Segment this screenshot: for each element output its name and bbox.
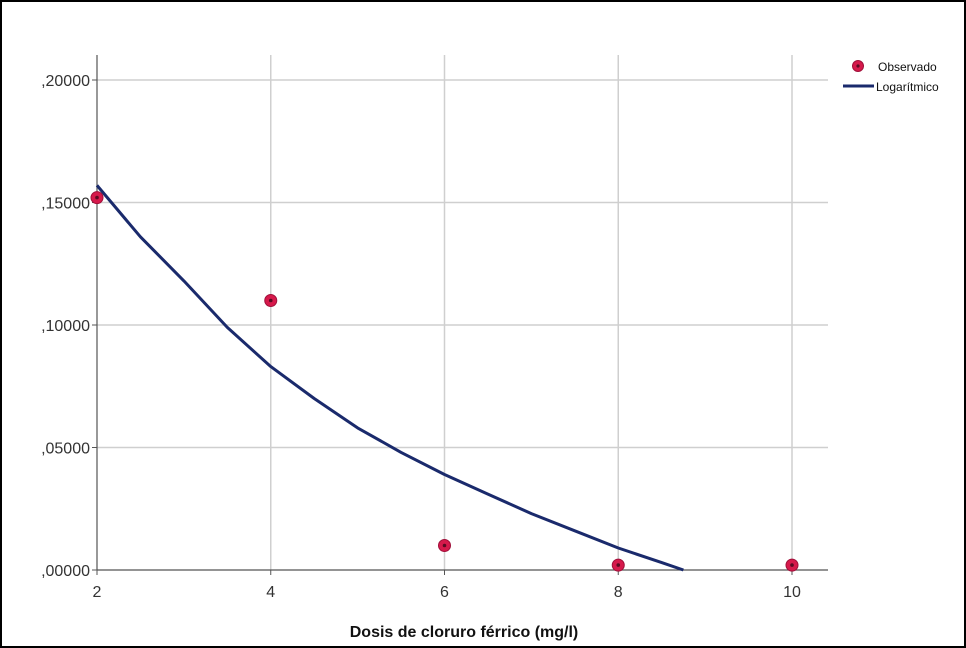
x-tick-label: 4 — [266, 584, 275, 601]
x-tick-label: 6 — [440, 584, 449, 601]
y-tick-label: ,05000 — [41, 441, 90, 458]
x-tick-label: 10 — [783, 584, 801, 601]
y-tick-label: ,10000 — [41, 318, 90, 335]
legend: Observado Logarítmico — [843, 60, 939, 94]
y-tick-label: ,20000 — [41, 73, 90, 90]
observed-point-center — [442, 543, 447, 548]
observed-point-center — [616, 563, 621, 567]
logarithmic-fit-line — [95, 184, 684, 572]
legend-marker-observado-center — [856, 64, 860, 68]
observed-point-center — [268, 298, 273, 303]
grid — [97, 55, 828, 570]
x-tick-label: 8 — [614, 584, 623, 601]
observed-point-center — [790, 563, 794, 567]
fit-line-layer — [95, 184, 684, 572]
tick-labels: ,00000 ,05000 ,10000 ,15000 ,20000 2 4 6 8 10 — [41, 73, 801, 601]
legend-label-observado: Observado — [878, 60, 937, 74]
data-points — [90, 191, 799, 572]
x-axis-title: Dosis de cloruro férrico (mg/l) — [350, 624, 578, 641]
legend-label-logaritmico: Logarítmico — [876, 80, 939, 94]
y-tick-label: ,15000 — [41, 196, 90, 213]
observed-point-center — [95, 195, 99, 200]
x-tick-label: 2 — [93, 584, 102, 601]
y-tick-label: ,00000 — [41, 563, 90, 580]
